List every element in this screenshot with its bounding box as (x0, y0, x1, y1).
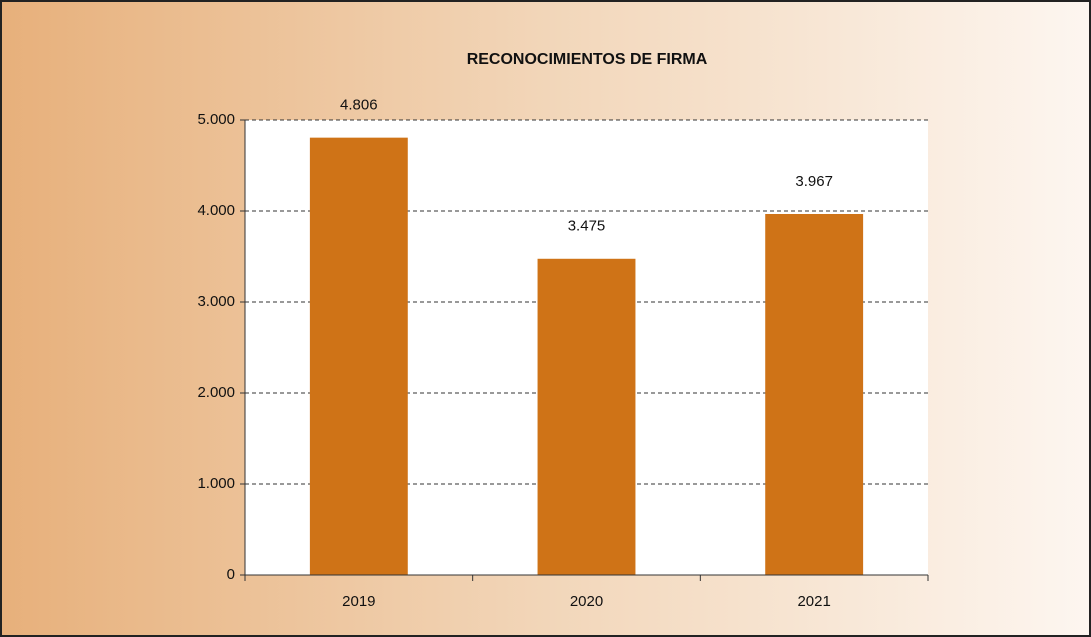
value-label: 3.475 (568, 218, 606, 235)
value-label: 4.806 (340, 97, 378, 114)
y-tick-label: 3.000 (197, 293, 235, 310)
chart-title: RECONOCIMIENTOS DE FIRMA (467, 51, 708, 68)
y-tick-label: 4.000 (197, 202, 235, 219)
bar (309, 137, 408, 576)
x-tick-label: 2019 (342, 593, 375, 610)
x-tick-label: 2021 (797, 593, 830, 610)
y-tick-label: 1.000 (197, 475, 235, 492)
value-label: 3.967 (795, 173, 833, 190)
x-tick-label: 2020 (570, 593, 603, 610)
y-tick-label: 5.000 (197, 111, 235, 128)
y-tick-label: 0 (227, 566, 235, 583)
bar (765, 214, 864, 576)
y-tick-label: 2.000 (197, 384, 235, 401)
bar (537, 258, 636, 575)
